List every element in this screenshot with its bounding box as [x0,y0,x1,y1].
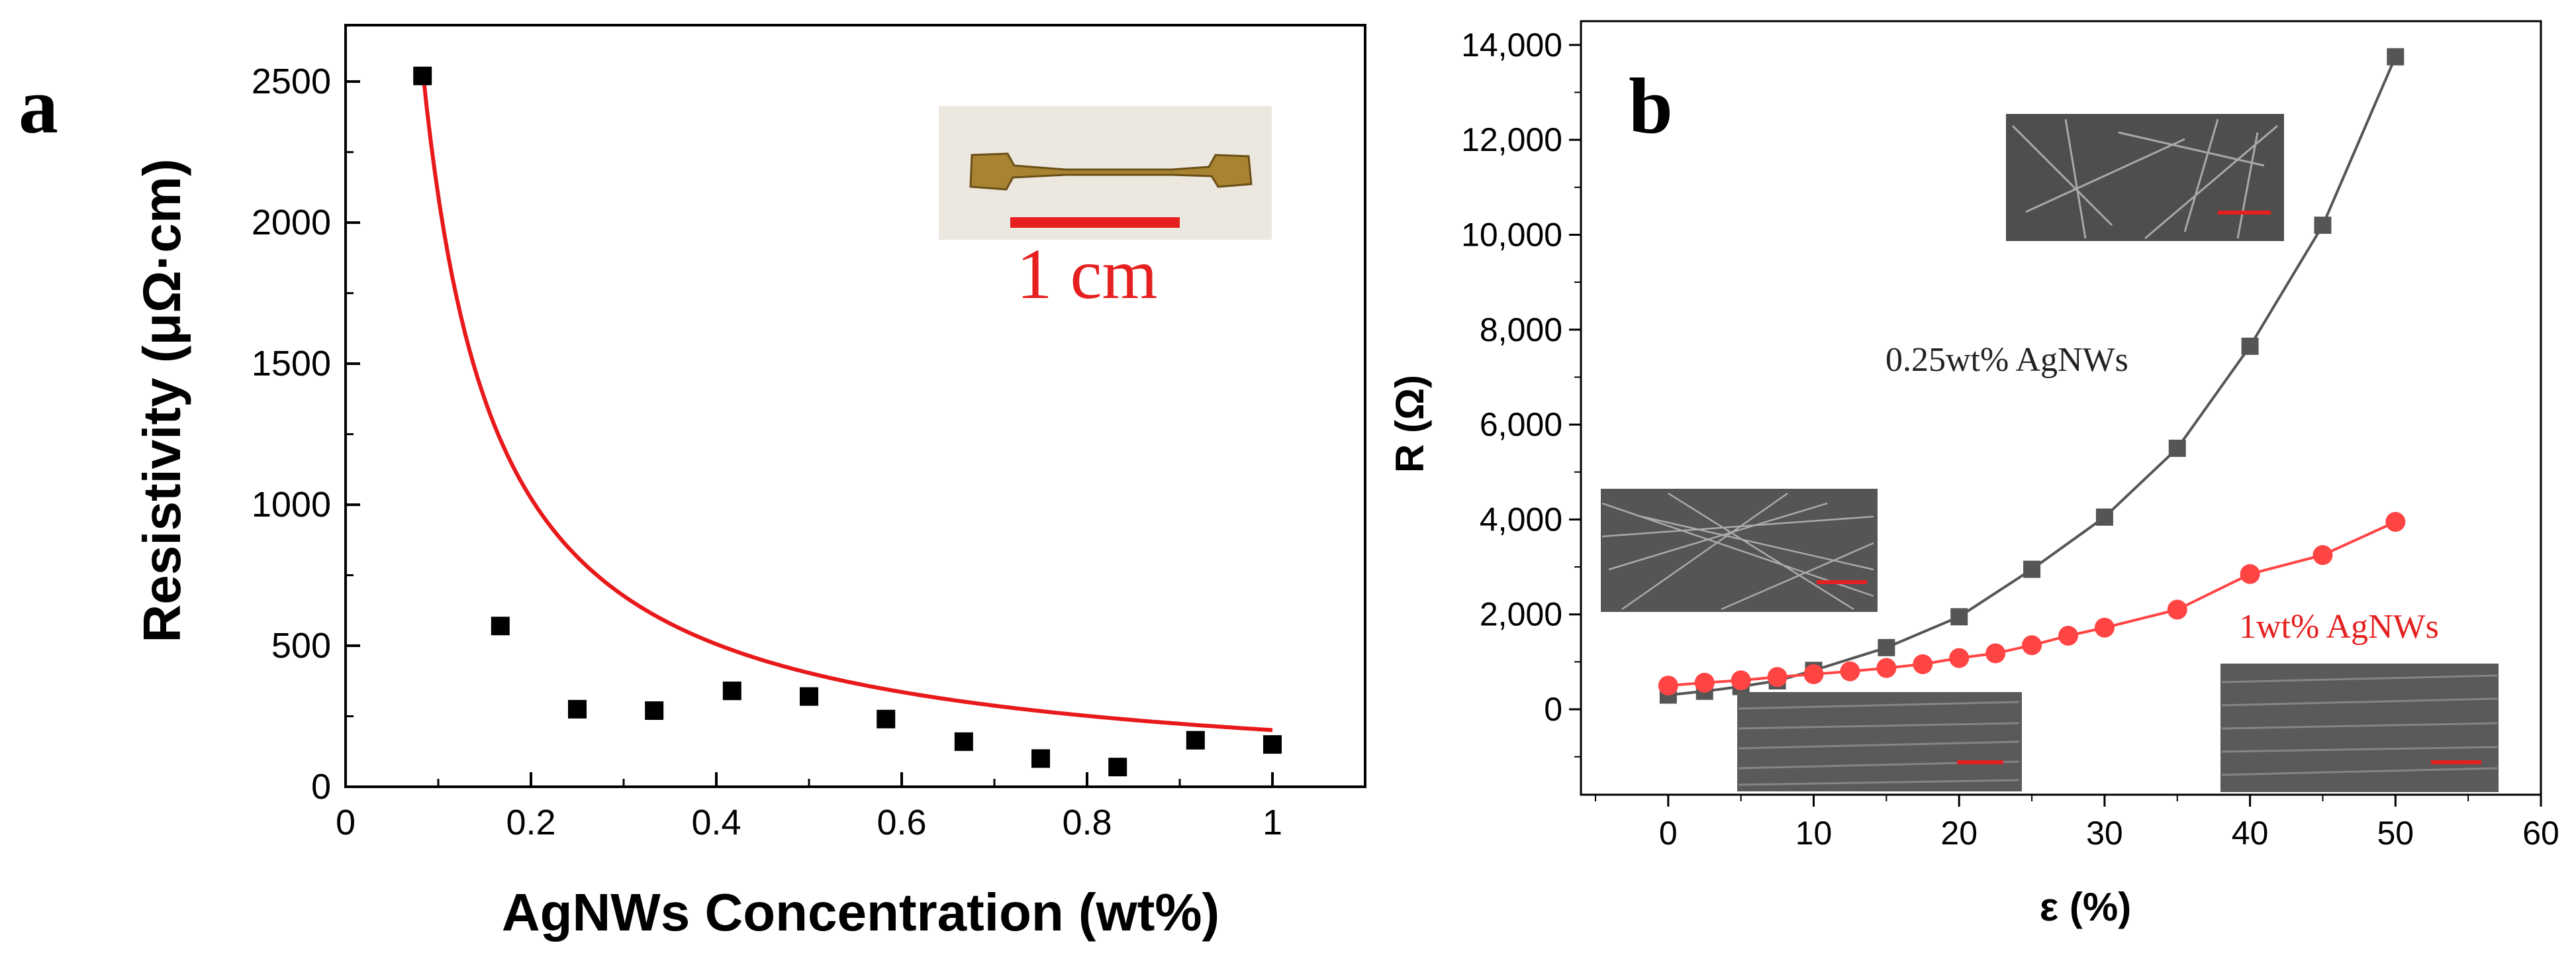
scale-bar-label: 1 cm [1017,235,1158,314]
data-point-square [1031,749,1050,768]
data-point-circle [2058,625,2078,646]
data-point-circle [2022,635,2042,656]
y-tick-label: 2500 [252,62,331,101]
panel-b-letter: b [1629,62,1673,150]
data-point-square [2387,48,2405,66]
x-tick-label: 0.2 [506,803,555,842]
y-tick-label: 0 [311,767,331,807]
data-point-circle [1658,676,1678,696]
x-tick-label: 60 [2522,815,2559,852]
data-point-square [2168,439,2186,457]
data-point-square [1108,758,1127,777]
sem-image-bottom-right [2220,664,2499,792]
data-point-circle [1694,672,1715,693]
y-tick-label: 1500 [252,344,331,383]
data-point-circle [1913,654,1933,674]
panel-a: a 1 cm 0 0.2 0.4 0.6 0.8 1 0 500 1000 1500 2000 250… [19,24,1366,942]
x-tick-label: 10 [1795,815,1833,852]
dogbone-sample [969,152,1253,191]
sem-image-top [2006,114,2284,241]
data-point-square [1950,608,1968,626]
panel-b-axes: 0 10 20 30 40 50 60 0 2,000 4,000 6,000 8,000 10,000… [1461,20,2559,852]
scale-inset: 1 cm [939,106,1272,314]
x-tick-label: 20 [1940,815,1978,852]
data-point-square [2095,508,2113,526]
panel-a-data [413,66,1282,777]
series-label-0.25wt: 0.25wt% AgNWs [1885,341,2128,379]
panel-a-axes: 0 0.2 0.4 0.6 0.8 1 0 500 1000 1500 2000 2500 [252,24,1366,842]
data-point-square [645,701,664,720]
data-point-circle [2385,511,2406,532]
data-point-circle [1949,648,1970,668]
data-point-circle [2094,617,2115,638]
panel-b-x-axis-label: ε (%) [2040,885,2131,929]
data-point-square [800,687,818,706]
data-point-square [1878,638,1895,656]
data-point-square [413,66,432,85]
y-tick-label: 10,000 [1461,216,1562,253]
data-point-circle [2240,564,2260,584]
panel-a-x-axis-label: AgNWs Concentration (wt%) [502,883,1219,942]
data-point-square [722,681,741,701]
y-tick-label: 2000 [252,203,331,242]
y-tick-label: 8,000 [1480,311,1562,348]
x-tick-label: 0 [336,803,356,842]
panel-a-frame [344,24,1366,788]
y-tick-label: 1000 [252,485,331,525]
y-tick-label: 14,000 [1461,26,1562,64]
x-tick-label: 1 [1263,803,1282,842]
series-label-1wt: 1wt% AgNWs [2239,608,2439,646]
y-tick-label: 12,000 [1461,121,1562,158]
x-tick-label: 0.6 [877,803,926,842]
panel-a-letter: a [19,62,58,150]
data-point-circle [1985,643,2006,664]
fit-curve [420,68,1273,732]
y-tick-label: 2,000 [1480,596,1562,633]
panel-b-y-axis-label: R (Ω) [1388,375,1432,473]
x-tick-label: 0.8 [1062,803,1112,842]
y-tick-label: 500 [271,626,331,666]
panel-a-y-axis-label: Resistivity (μΩ·cm) [132,158,191,642]
data-point-square [568,699,587,719]
data-point-square [1263,735,1282,754]
data-point-square [1186,730,1205,750]
panel-b-frame [1580,20,2542,796]
data-point-square [2241,337,2259,355]
data-point-circle [1840,661,1860,681]
data-point-square [877,709,896,728]
x-tick-label: 30 [2086,815,2123,852]
data-point-circle [2167,599,2187,620]
data-point-circle [1803,664,1824,684]
x-tick-label: 0 [1659,815,1678,852]
y-tick-label: 4,000 [1480,501,1562,538]
data-point-circle [1876,658,1897,678]
x-tick-label: 50 [2377,815,2414,852]
data-point-square [491,617,510,636]
data-point-square [954,732,973,751]
sem-image-left [1601,489,1878,612]
y-tick-label: 0 [1544,691,1562,728]
x-tick-label: 40 [2232,815,2269,852]
data-point-circle [2313,545,2333,566]
x-tick-label: 0.4 [691,803,741,842]
data-point-circle [1731,670,1751,691]
scale-bar [1010,217,1180,228]
panel-b-data [1658,48,2406,704]
data-point-square [2314,217,2332,234]
panel-b: b 0 10 20 30 40 50 60 0 2,000 4,000 6,000 8,000 10,0… [1388,20,2559,929]
data-point-circle [1767,667,1788,687]
data-point-square [2023,560,2041,578]
sem-image-bottom-center [1737,692,2022,791]
y-tick-label: 6,000 [1480,406,1562,443]
